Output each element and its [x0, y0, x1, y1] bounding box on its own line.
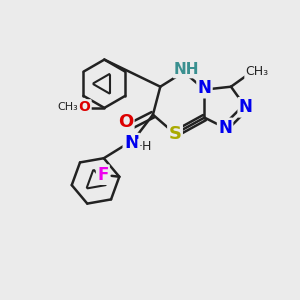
- Text: O: O: [118, 113, 133, 131]
- Text: CH₃: CH₃: [245, 65, 268, 79]
- Text: N: N: [197, 79, 212, 97]
- Text: O: O: [79, 100, 91, 114]
- Text: ·H: ·H: [138, 140, 152, 153]
- Text: F: F: [97, 166, 109, 184]
- Text: N: N: [124, 134, 139, 152]
- Text: N: N: [218, 119, 232, 137]
- Text: NH: NH: [174, 62, 200, 77]
- Text: S: S: [169, 125, 182, 143]
- Text: N: N: [239, 98, 253, 116]
- Text: CH₃: CH₃: [58, 102, 79, 112]
